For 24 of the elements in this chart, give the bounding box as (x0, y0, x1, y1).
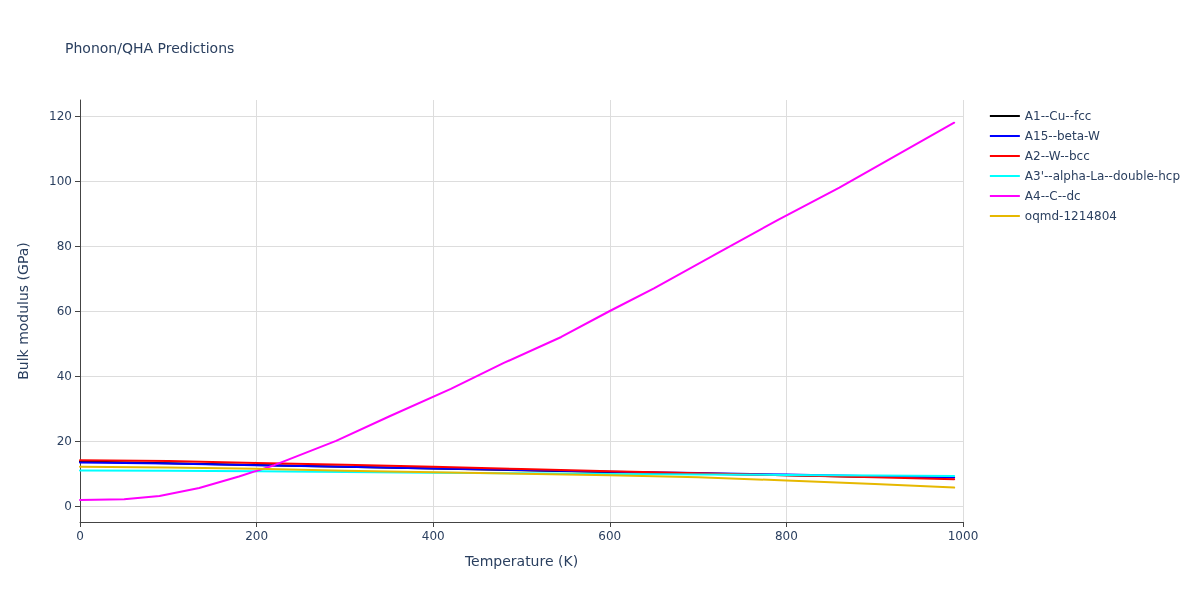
line-series (79, 465, 956, 489)
x-tick-label: 0 (76, 529, 84, 543)
y-tick-label: 40 (56, 368, 72, 383)
y-tick-label: 60 (56, 304, 72, 318)
x-axis-title: Temperature (K) (463, 553, 579, 569)
y-axis-title: Bulk modulus (GPa) (15, 242, 31, 380)
chart-title: Phonon/QHA Predictions (65, 40, 235, 56)
y-tick-label: 120 (49, 109, 72, 124)
x-tick-label: 400 (421, 529, 445, 543)
legend-label: A1--Cu--fcc (1024, 109, 1092, 123)
y-tick-label: 20 (56, 433, 72, 448)
legend-label: A3'--alpha-La--double-hcp (1024, 169, 1181, 183)
y-tick-label: 0 (64, 498, 72, 513)
legend-label: A4--C--dc (1024, 189, 1081, 203)
x-tick-label: 1000 (947, 529, 979, 543)
y-tick-label: 100 (49, 174, 72, 189)
x-tick-label: 200 (245, 529, 269, 543)
legend-label: oqmd-1214804 (1024, 209, 1117, 223)
y-tick-label: 80 (56, 239, 72, 254)
legend-label: A15--beta-W (1024, 129, 1100, 143)
legend-label: A2--W--bcc (1024, 149, 1090, 163)
x-tick-label: 600 (598, 529, 622, 543)
x-tick-label: 800 (774, 529, 798, 543)
line-series (79, 121, 956, 501)
